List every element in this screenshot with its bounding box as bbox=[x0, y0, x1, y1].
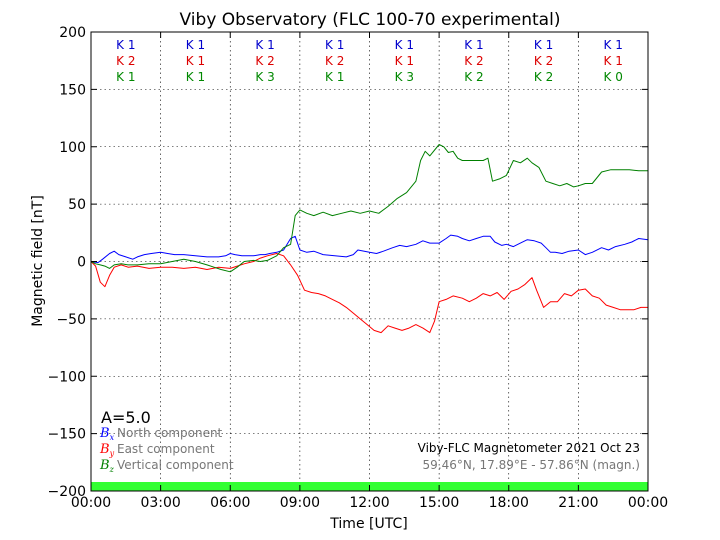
k-index-value: K 3 bbox=[255, 70, 274, 84]
a-index-label: A=5.0 bbox=[101, 408, 151, 427]
k-index-value: K 2 bbox=[534, 54, 553, 68]
series-line-0 bbox=[90, 234, 649, 264]
series-lines bbox=[90, 144, 649, 334]
k-index-value: K 1 bbox=[255, 38, 274, 52]
series-line-2 bbox=[90, 144, 648, 273]
y-tick-label: 50 bbox=[68, 197, 86, 213]
k-index-value: K 2 bbox=[255, 54, 274, 68]
y-tick-label: 200 bbox=[59, 25, 86, 41]
k-index-value: K 1 bbox=[325, 38, 344, 52]
legend-label: Vertical component bbox=[117, 458, 234, 472]
legend-label: East component bbox=[117, 442, 215, 456]
k-index-value: K 1 bbox=[186, 54, 205, 68]
k-index-value: K 1 bbox=[186, 70, 205, 84]
k-index-value: K 2 bbox=[116, 54, 135, 68]
x-tick-label: 03:00 bbox=[140, 495, 180, 511]
x-tick-label: 09:00 bbox=[280, 495, 320, 511]
k-index-value: K 1 bbox=[604, 54, 623, 68]
k-index-value: K 1 bbox=[325, 70, 344, 84]
axis-ticks: 00:00 03:00 06:00 09:00 12:00 15:00 18:00 21:00… bbox=[48, 25, 669, 511]
x-tick-label: 00:00 bbox=[71, 495, 111, 511]
k-index-value: K 2 bbox=[464, 70, 483, 84]
k-index-value: K 2 bbox=[325, 54, 344, 68]
k-index-value: K 2 bbox=[464, 54, 483, 68]
x-tick-label: 15:00 bbox=[419, 495, 459, 511]
legend-label: North component bbox=[117, 426, 223, 440]
y-tick-label: 0 bbox=[77, 255, 86, 271]
series-line-1 bbox=[90, 253, 648, 334]
y-tick-label: −200 bbox=[48, 484, 86, 500]
k-index-value: K 1 bbox=[186, 38, 205, 52]
annotation-line1: Viby-FLC Magnetometer 2021 Oct 23 bbox=[418, 441, 640, 455]
x-tick-label: 21:00 bbox=[558, 495, 598, 511]
k-index-table: K 1 K 1 K 1 K 1 K 1 K 1 K 1 K 1 K 2 K 1 K 2 K 2 K 1 K… bbox=[116, 38, 623, 84]
k-index-value: K 1 bbox=[464, 38, 483, 52]
k-index-value: K 1 bbox=[395, 54, 414, 68]
x-tick-label: 18:00 bbox=[489, 495, 529, 511]
k-index-value: K 0 bbox=[604, 70, 623, 84]
k-index-value: K 2 bbox=[534, 70, 553, 84]
y-tick-label: −100 bbox=[48, 369, 86, 385]
annotation-line2: 59.46°N, 17.89°E - 57.86°N (magn.) bbox=[423, 458, 640, 472]
k-index-value: K 3 bbox=[395, 70, 414, 84]
k-index-value: K 1 bbox=[116, 70, 135, 84]
y-tick-label: 150 bbox=[59, 82, 86, 98]
x-tick-label: 06:00 bbox=[210, 495, 250, 511]
x-axis-label: Time [UTC] bbox=[329, 516, 407, 532]
k-index-value: K 1 bbox=[116, 38, 135, 52]
k-index-value: K 1 bbox=[534, 38, 553, 52]
k-index-value: K 1 bbox=[395, 38, 414, 52]
x-tick-label: 12:00 bbox=[349, 495, 389, 511]
k-index-value: K 1 bbox=[604, 38, 623, 52]
y-axis-label: Magnetic field [nT] bbox=[30, 195, 46, 327]
y-tick-label: −50 bbox=[56, 312, 86, 328]
grid-lines bbox=[91, 32, 648, 491]
chart-title: Viby Observatory (FLC 100-70 experimenta… bbox=[180, 10, 561, 30]
x-tick-label: 00:00 bbox=[628, 495, 668, 511]
y-tick-label: 100 bbox=[59, 140, 86, 156]
y-tick-label: −150 bbox=[48, 427, 86, 443]
